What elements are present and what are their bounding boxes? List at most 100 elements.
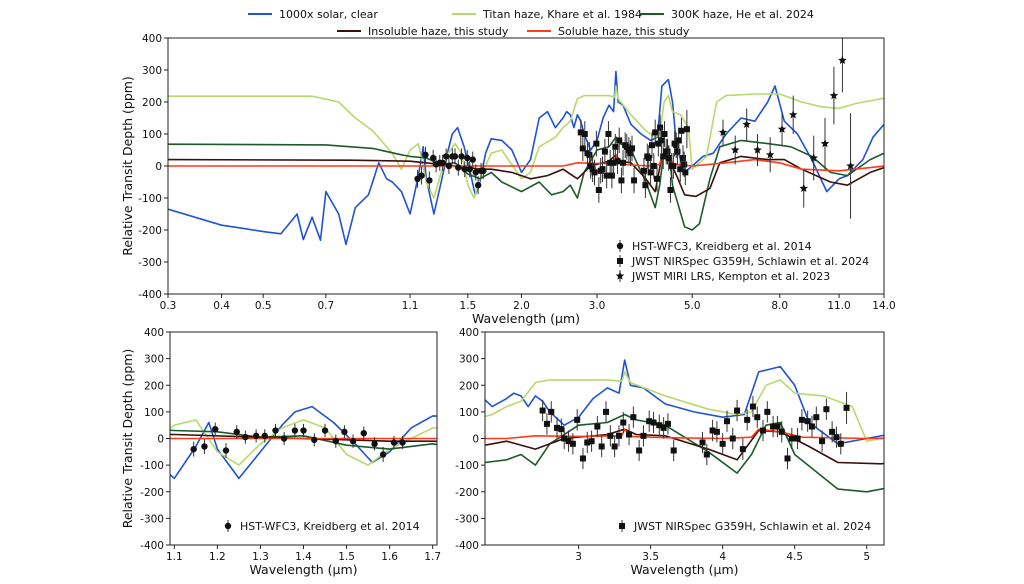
- data-point-star: [718, 127, 728, 136]
- data-point-square: [625, 147, 632, 153]
- legend-entry-observation: HST-WFC3, Kreidberg et al. 2014: [224, 520, 420, 533]
- data-point-star: [742, 119, 751, 128]
- data-point-square: [646, 418, 653, 425]
- data-point-square: [612, 143, 619, 150]
- data-point-square: [628, 145, 635, 152]
- data-point-star: [777, 124, 787, 133]
- data-point-circle: [422, 151, 429, 158]
- series-line-3: [485, 413, 884, 493]
- x-tick-label: 3.0: [589, 300, 606, 312]
- y-tick-label: -300: [138, 257, 162, 269]
- x-axis-label: Wavelength (µm): [630, 562, 738, 577]
- data-point-square: [548, 408, 555, 415]
- y-tick-label: -400: [138, 289, 162, 301]
- data-point-star: [838, 55, 847, 64]
- data-point-square: [611, 443, 618, 450]
- x-tick-label: 1.1: [166, 551, 183, 563]
- plot-area: [170, 405, 437, 480]
- data-point-square: [760, 427, 767, 434]
- data-point-square: [608, 172, 615, 179]
- data-point-square: [594, 423, 601, 430]
- x-tick-label: 1.5: [338, 551, 355, 563]
- y-axis-label: Relative Transit Depth (ppm): [120, 76, 135, 256]
- data-point-circle: [371, 440, 378, 448]
- legend-label: JWST NIRSpec G359H, Schlawin et al. 2024: [631, 255, 869, 268]
- legend-marker-circle: [616, 242, 624, 250]
- x-axis-label: Wavelength (µm): [249, 562, 357, 577]
- y-tick-label: 300: [142, 65, 162, 77]
- x-tick-label: 0.3: [160, 300, 177, 312]
- data-point-square: [729, 435, 736, 442]
- data-point-circle: [472, 169, 479, 176]
- data-point-square: [601, 148, 608, 155]
- legend-entry-observation: JWST NIRSpec G359H, Schlawin et al. 2024: [617, 255, 869, 268]
- data-point-square: [788, 435, 795, 442]
- data-point-square: [591, 169, 598, 176]
- y-tick-label: 200: [142, 97, 162, 109]
- x-tick-label: 3.5: [642, 551, 659, 563]
- data-point-star: [820, 139, 830, 148]
- x-tick-label: 8.0: [771, 300, 788, 312]
- data-point-square: [794, 435, 801, 442]
- x-axis-label: Wavelength (µm): [472, 311, 580, 326]
- data-point-square: [770, 423, 777, 430]
- y-tick-label: 100: [459, 407, 479, 419]
- data-point-square: [577, 129, 584, 136]
- y-axis-label: Relative Transit Depth (ppm): [120, 349, 135, 529]
- data-point-square: [798, 416, 805, 423]
- data-point-square: [734, 407, 741, 414]
- data-point-square: [539, 407, 546, 414]
- data-point-circle: [439, 159, 446, 166]
- data-point-circle: [233, 428, 240, 436]
- series-line-1: [168, 70, 884, 246]
- data-point-square: [652, 129, 659, 136]
- series-line-4: [170, 433, 437, 443]
- data-point-star: [765, 150, 775, 159]
- legend-label: HST-WFC3, Kreidberg et al. 2014: [240, 520, 420, 533]
- data-point-square: [587, 163, 594, 169]
- y-tick-label: -100: [455, 460, 479, 472]
- x-tick-label: 1.1: [402, 300, 419, 312]
- data-point-circle: [445, 162, 453, 170]
- data-point-square: [610, 159, 617, 166]
- y-tick-label: 400: [144, 327, 164, 339]
- x-tick-label: 5: [863, 551, 870, 563]
- data-point-square: [579, 455, 586, 462]
- data-point-square: [554, 424, 561, 431]
- data-point-square: [581, 131, 588, 137]
- data-point-square: [630, 414, 637, 421]
- data-point-circle: [311, 436, 318, 444]
- data-point-circle: [212, 425, 219, 433]
- y-tick-label: -100: [140, 460, 164, 472]
- data-point-square: [658, 137, 665, 144]
- data-point-square: [579, 145, 586, 152]
- x-tick-label: 14.0: [872, 300, 895, 312]
- data-point-square: [703, 451, 710, 458]
- data-point-square: [682, 169, 689, 176]
- data-point-square: [593, 140, 600, 147]
- data-point-circle: [261, 432, 268, 440]
- data-point-circle: [379, 451, 387, 458]
- data-point-square: [713, 428, 720, 435]
- legend-label: Insoluble haze, this study: [368, 25, 509, 38]
- data-point-circle: [252, 432, 260, 440]
- data-point-circle: [341, 428, 348, 436]
- data-point-circle: [399, 439, 406, 446]
- plot-area: [485, 359, 884, 493]
- data-point-circle: [464, 154, 471, 162]
- data-point-square: [660, 424, 667, 431]
- data-point-circle: [349, 437, 357, 445]
- data-point-square: [640, 432, 647, 439]
- legend-marker-star: [615, 271, 625, 280]
- legend-label: JWST MIRI LRS, Kempton et al. 2023: [631, 270, 830, 283]
- data-point-square: [648, 142, 655, 149]
- x-tick-label: 0.7: [318, 300, 335, 312]
- y-tick-label: 0: [157, 434, 164, 446]
- legend-entry-series-2: Titan haze, Khare et al. 1984: [452, 8, 642, 21]
- data-point-square: [584, 439, 591, 446]
- data-point-circle: [474, 182, 482, 189]
- data-point-square: [813, 414, 820, 421]
